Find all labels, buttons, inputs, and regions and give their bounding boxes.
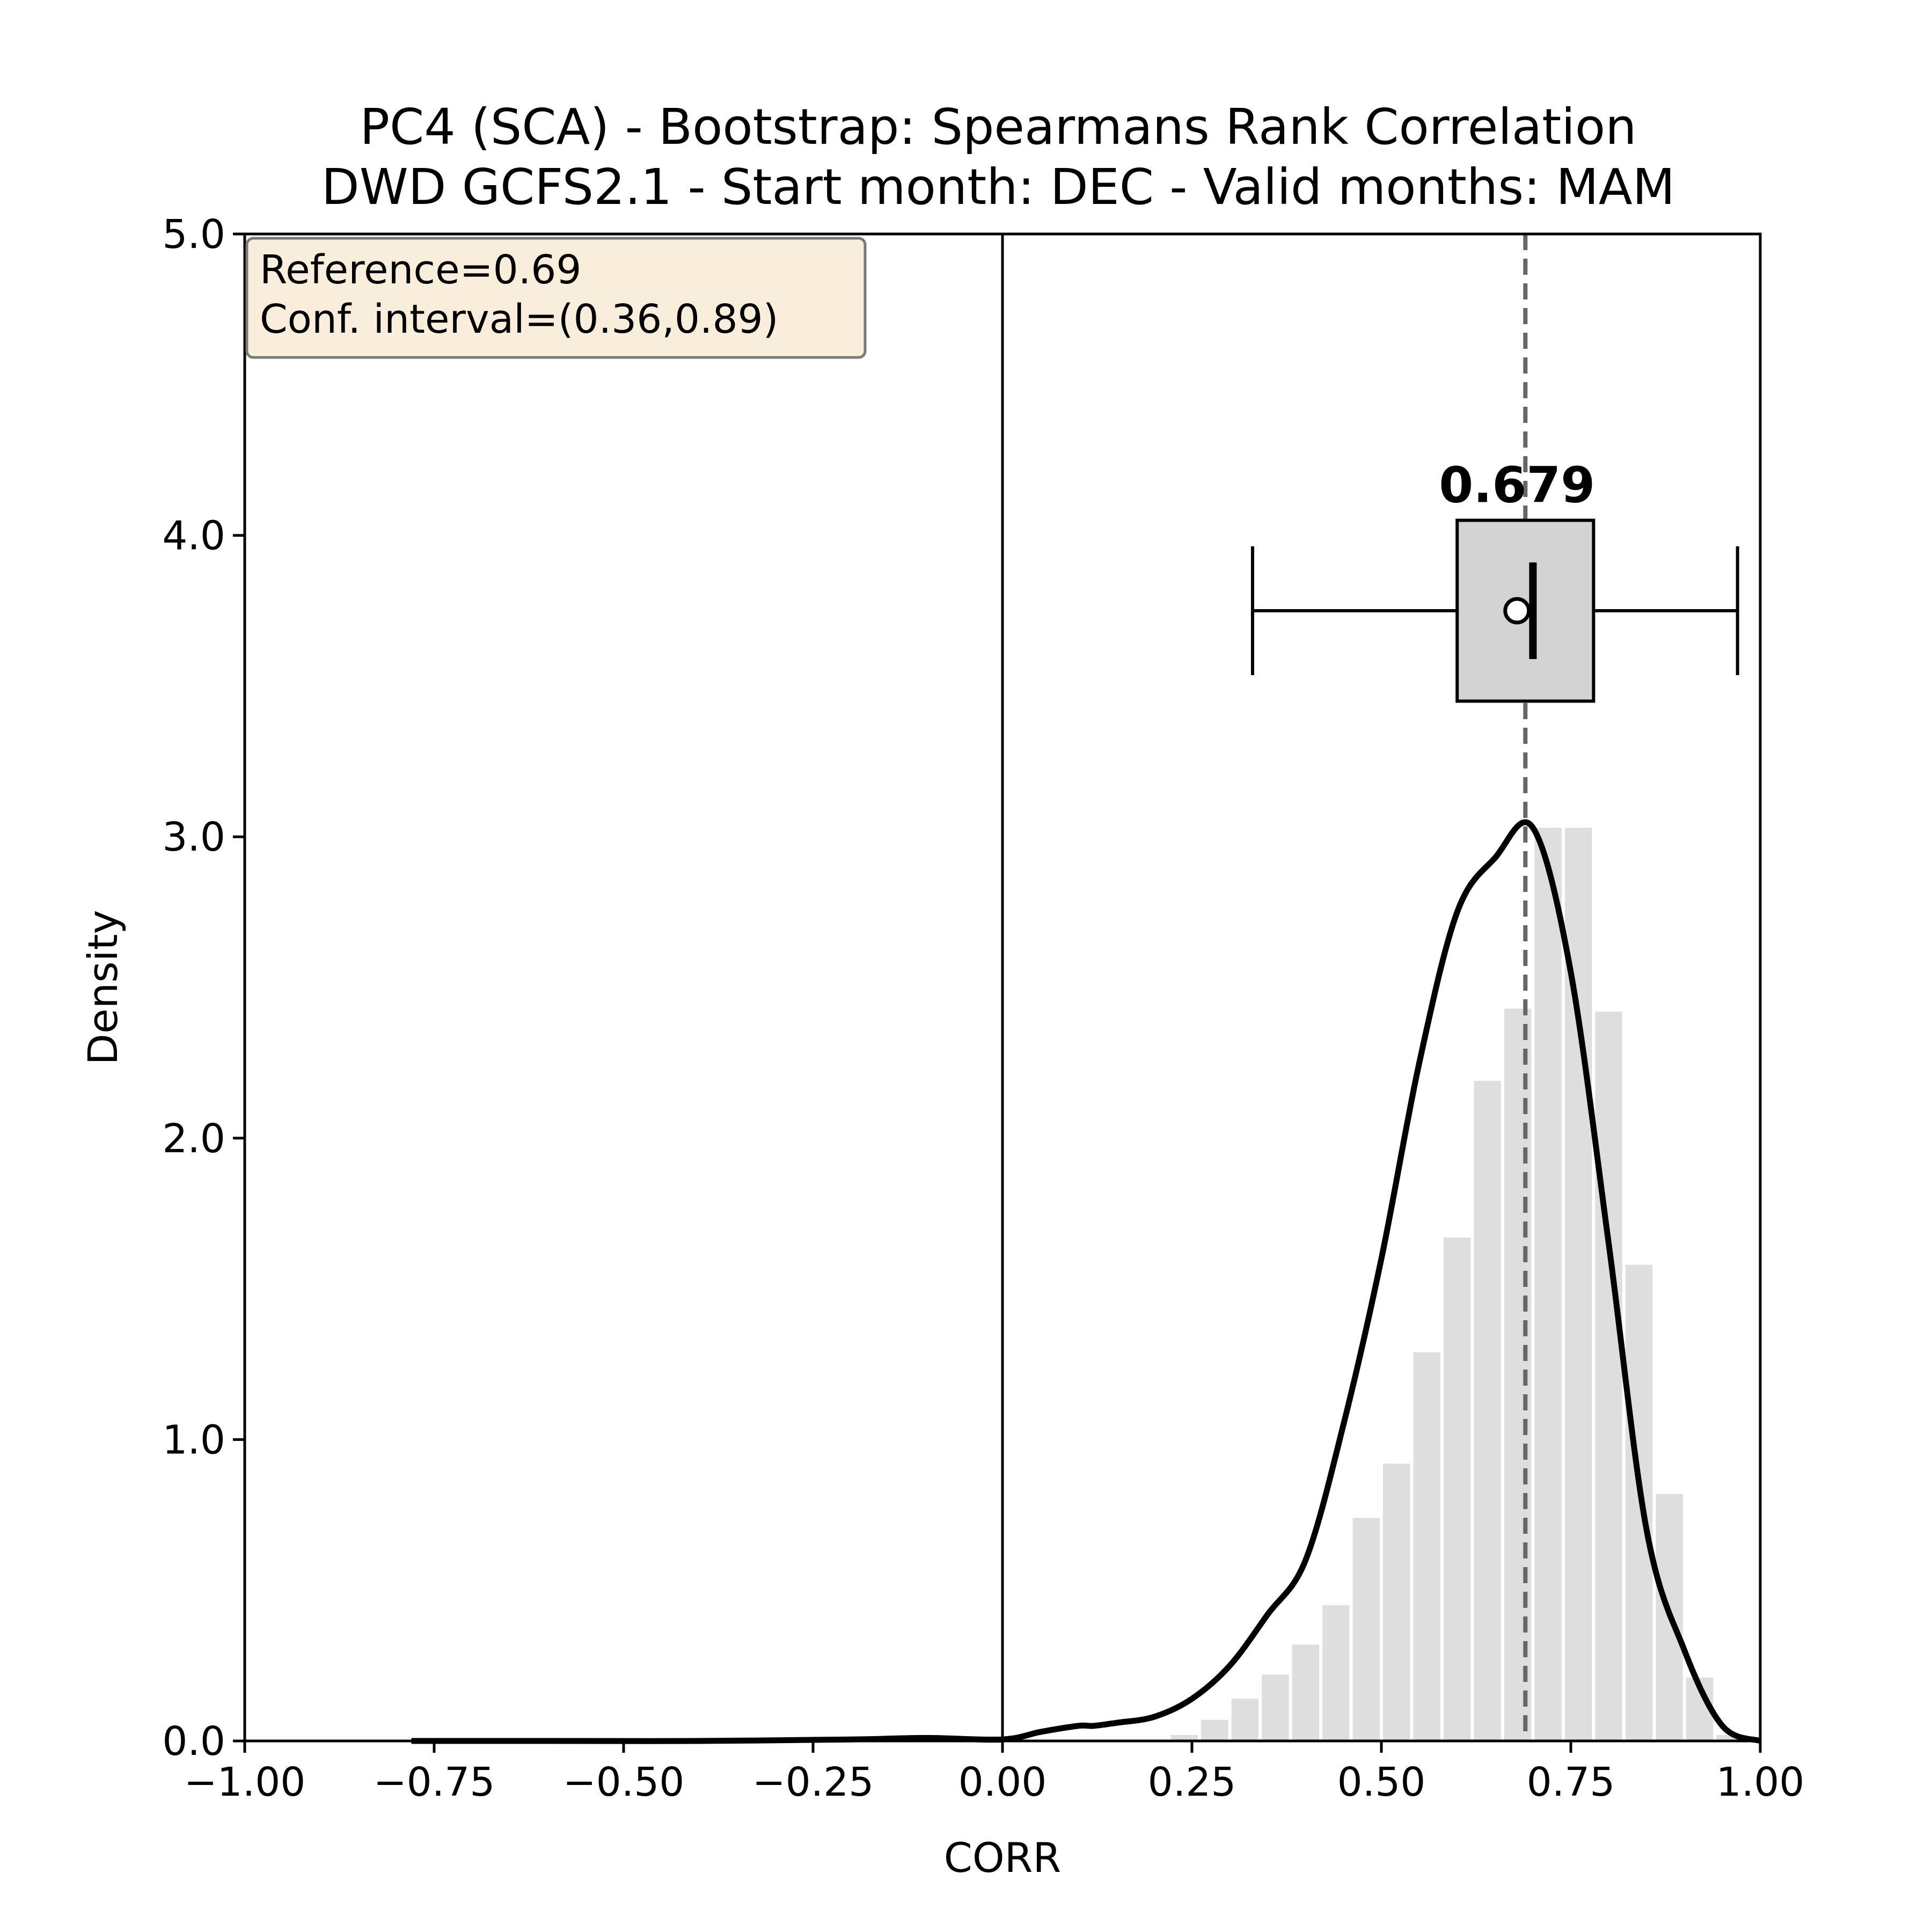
histogram-bar <box>1262 1674 1289 1741</box>
y-axis-ticks: 0.0 1.0 2.0 3.0 4.0 5.0 <box>162 211 245 1765</box>
y-tick-label: 1.0 <box>162 1417 225 1463</box>
histogram-bar <box>1352 1518 1380 1741</box>
x-tick-label: −0.25 <box>752 1759 874 1805</box>
x-tick-label: 0.75 <box>1527 1759 1615 1805</box>
x-tick-label: 0.50 <box>1337 1759 1426 1805</box>
x-tick-label: 1.00 <box>1716 1759 1805 1805</box>
histogram-bar <box>1170 1735 1198 1741</box>
histogram-bar <box>1443 1238 1471 1741</box>
histogram-bar <box>1201 1719 1228 1741</box>
x-tick-label: −0.50 <box>563 1759 685 1805</box>
stats-conf-interval-text: Conf. interval=(0.36,0.89) <box>260 296 778 342</box>
x-tick-label: 0.00 <box>958 1759 1047 1805</box>
y-tick-label: 0.0 <box>162 1718 225 1765</box>
y-axis-label: Density <box>79 910 127 1065</box>
histogram-bar <box>1292 1644 1320 1741</box>
y-tick-label: 4.0 <box>162 513 225 559</box>
boxplot-mean-marker <box>1503 597 1531 625</box>
x-axis-ticks: −1.00 −0.75 −0.50 −0.25 0.00 0.25 0.50 0.75 1.00 <box>184 1741 1805 1805</box>
boxplot <box>1250 518 1739 703</box>
y-tick-label: 2.0 <box>162 1116 225 1162</box>
histogram-bars <box>1170 828 1744 1741</box>
stats-box-background <box>245 237 867 359</box>
chart-title-line2: DWD GCFS2.1 - Start month: DEC - Valid m… <box>321 158 1675 216</box>
x-tick-label: −0.75 <box>374 1759 495 1805</box>
x-tick-label: −1.00 <box>184 1759 306 1805</box>
kde-curve <box>411 819 1762 1744</box>
histogram-bar <box>1383 1463 1410 1741</box>
chart-title: PC4 (SCA) - Bootstrap: Spearmans Rank Co… <box>321 98 1675 216</box>
histogram-bar <box>1474 1081 1501 1741</box>
histogram-bar <box>1534 828 1562 1741</box>
histogram-bar <box>1716 1735 1744 1741</box>
chart-title-line1: PC4 (SCA) - Bootstrap: Spearmans Rank Co… <box>360 98 1636 156</box>
y-tick-label: 3.0 <box>162 814 225 860</box>
stats-reference-text: Reference=0.69 <box>260 247 581 293</box>
histogram-bar <box>1322 1605 1350 1741</box>
histogram-bar <box>1413 1352 1440 1741</box>
histogram-bar <box>1595 1011 1622 1741</box>
x-tick-label: 0.25 <box>1148 1759 1236 1805</box>
x-axis-label: CORR <box>944 1834 1062 1882</box>
histogram-bar <box>1231 1699 1259 1741</box>
boxplot-median-label: 0.679 <box>1439 457 1595 514</box>
y-tick-label: 5.0 <box>162 211 225 258</box>
stats-text-box: Reference=0.69 Conf. interval=(0.36,0.89… <box>245 237 867 359</box>
